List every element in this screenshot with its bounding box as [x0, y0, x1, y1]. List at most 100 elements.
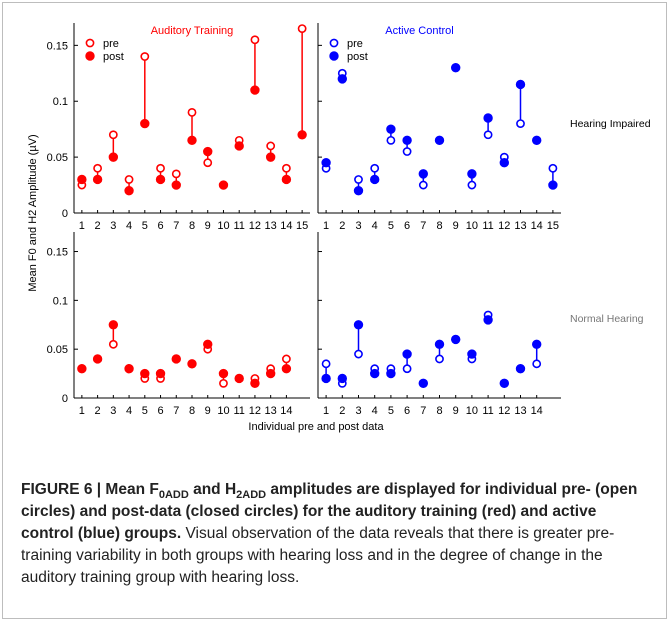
- x-tick-label: 12: [498, 405, 510, 417]
- post-point: [370, 174, 380, 185]
- post-point: [281, 364, 292, 374]
- x-tick-label: 2: [95, 405, 101, 417]
- y-tick-label: 0: [62, 208, 68, 220]
- x-tick-label: 15: [296, 220, 308, 232]
- x-tick-label: 6: [157, 220, 163, 232]
- post-point: [499, 378, 509, 389]
- x-tick-label: 15: [547, 220, 559, 232]
- x-tick-label: 9: [205, 405, 211, 417]
- legend-pre-marker: [85, 38, 95, 48]
- x-tick-label: 3: [110, 220, 116, 232]
- x-tick-label: 14: [280, 220, 292, 232]
- post-point: [124, 185, 134, 196]
- x-tick-label: 3: [110, 405, 116, 417]
- group-annotation: Normal Hearing: [570, 313, 644, 325]
- x-tick-label: 8: [436, 220, 442, 232]
- post-point: [434, 339, 445, 349]
- post-point: [218, 368, 229, 379]
- legend-pre-label: pre: [103, 38, 119, 50]
- x-tick-label: 11: [482, 220, 493, 232]
- pre-point: [266, 141, 276, 151]
- figure-caption: FIGURE 6 | Mean F0ADD and H2ADD amplitud…: [21, 479, 653, 589]
- y-tick-label: 0.1: [53, 295, 68, 307]
- x-tick-label: 7: [173, 220, 179, 232]
- x-tick-label: 6: [404, 220, 410, 232]
- x-tick-label: 1: [323, 405, 329, 417]
- post-point: [532, 339, 542, 349]
- post-point: [250, 85, 260, 95]
- pre-point: [203, 158, 213, 168]
- x-tick-label: 14: [280, 405, 292, 417]
- x-tick-label: 7: [173, 405, 179, 417]
- post-point: [386, 368, 396, 379]
- x-tick-label: 11: [233, 220, 244, 232]
- x-tick-label: 1: [323, 220, 329, 232]
- pre-point: [516, 119, 525, 128]
- post-point: [370, 368, 380, 379]
- pre-point: [108, 130, 118, 140]
- post-point: [77, 174, 87, 185]
- pre-point: [219, 378, 228, 388]
- pre-point: [297, 24, 307, 33]
- post-point: [353, 320, 364, 330]
- legend-post-label: post: [347, 51, 368, 63]
- x-tick-label: 3: [355, 405, 361, 417]
- x-tick-label: 8: [189, 220, 195, 232]
- x-tick-label: 6: [157, 405, 163, 417]
- pre-point: [483, 130, 493, 140]
- post-point: [515, 79, 526, 90]
- post-point: [548, 180, 558, 190]
- panel-title: Auditory Training: [151, 25, 234, 37]
- post-point: [321, 158, 331, 168]
- x-tick-label: 10: [466, 220, 478, 232]
- x-tick-label: 1: [79, 220, 85, 232]
- pre-point: [124, 175, 134, 184]
- pre-point: [321, 359, 331, 369]
- x-tick-label: 10: [217, 405, 229, 417]
- post-point: [337, 74, 347, 84]
- pre-point: [171, 169, 181, 179]
- group-annotation: Hearing Impaired: [570, 118, 651, 130]
- legend-pre-marker: [329, 38, 339, 48]
- x-tick-label: 7: [420, 220, 426, 232]
- y-tick-label: 0.1: [53, 96, 68, 108]
- post-point: [515, 364, 526, 374]
- pre-point: [281, 163, 291, 173]
- legend-post-marker: [85, 51, 95, 61]
- post-point: [483, 315, 493, 325]
- x-tick-label: 10: [466, 405, 478, 417]
- pre-point: [156, 163, 165, 173]
- x-tick-label: 13: [265, 405, 277, 417]
- post-point: [321, 373, 331, 384]
- x-tick-label: 2: [339, 405, 345, 417]
- y-tick-label: 0.15: [47, 40, 68, 52]
- post-point: [155, 368, 166, 379]
- y-tick-label: 0: [62, 393, 68, 405]
- post-point: [140, 118, 150, 129]
- post-point: [234, 141, 244, 151]
- post-point: [467, 169, 477, 179]
- pre-point: [354, 175, 363, 184]
- x-tick-label: 11: [482, 405, 493, 417]
- x-tick-label: 4: [126, 405, 132, 417]
- y-tick-label: 0.05: [47, 152, 68, 164]
- pre-point: [93, 163, 102, 173]
- x-tick-label: 12: [498, 220, 510, 232]
- x-tick-label: 3: [355, 220, 361, 232]
- x-tick-label: 8: [189, 405, 195, 417]
- x-tick-label: 2: [95, 220, 101, 232]
- post-point: [187, 135, 197, 146]
- pre-point: [140, 52, 150, 61]
- pre-point: [386, 135, 396, 145]
- legend-post-marker: [329, 51, 339, 61]
- x-tick-label: 9: [453, 405, 459, 417]
- x-tick-label: 12: [249, 405, 261, 417]
- post-point: [265, 152, 276, 162]
- post-point: [281, 174, 292, 185]
- pre-point: [467, 180, 477, 190]
- post-point: [140, 368, 150, 379]
- pre-point: [370, 163, 380, 173]
- post-point: [532, 135, 542, 146]
- post-point: [250, 378, 260, 389]
